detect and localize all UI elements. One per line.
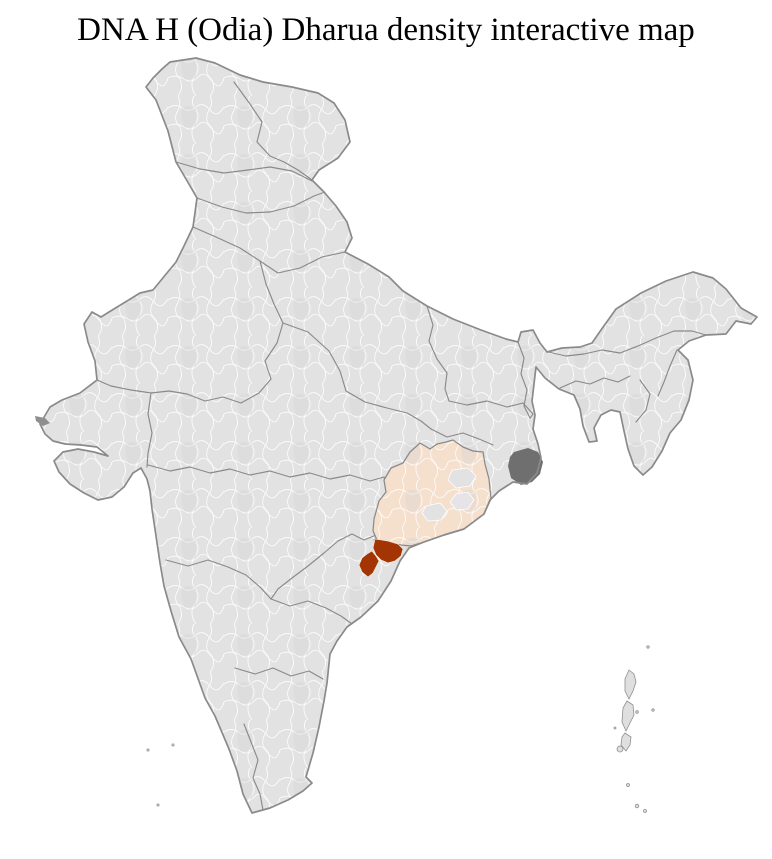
map-title: DNA H (Odia) Dharua density interactive … — [77, 12, 695, 48]
island-dots-west — [146, 743, 175, 807]
odisha-gray-district[interactable] — [449, 491, 475, 511]
highlight-district-dharua[interactable] — [358, 538, 404, 578]
island-chain-east[interactable] — [613, 645, 655, 813]
delta-dark-region[interactable] — [508, 448, 543, 485]
highlight-district-main-lobe[interactable] — [372, 538, 404, 564]
highlight-district-south-lobe[interactable] — [358, 550, 380, 578]
district-boundaries-texture — [40, 58, 757, 813]
odisha-gray-district[interactable] — [447, 467, 477, 489]
kutch-tip-islet — [35, 416, 50, 426]
odisha-gray-district[interactable] — [421, 502, 448, 522]
